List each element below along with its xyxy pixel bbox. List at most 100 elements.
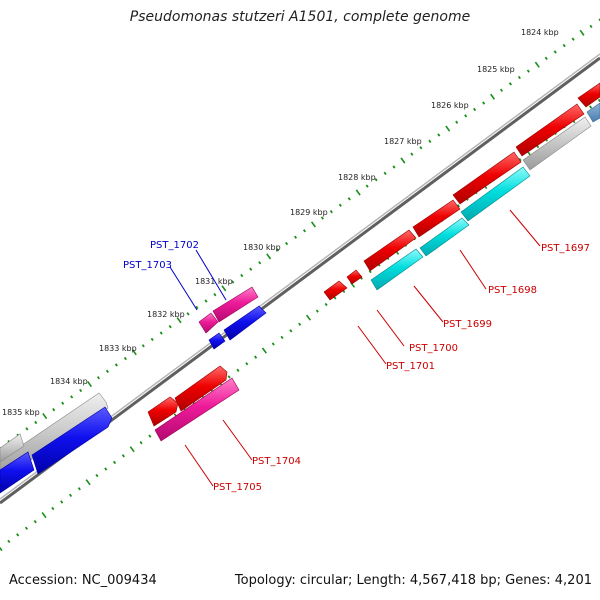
inner-ruler-tick	[60, 500, 64, 504]
ruler-label-1835: 1835 kbp	[2, 408, 40, 417]
outer-ruler-tick	[410, 152, 414, 156]
inner-ruler-tick	[51, 506, 55, 511]
gene-label-pst-1705[interactable]: PST_1705	[213, 482, 262, 493]
outer-ruler-tick	[131, 349, 137, 356]
inner-ruler-tick	[85, 479, 91, 486]
outer-ruler-tick	[589, 24, 593, 29]
outer-ruler-tick	[87, 381, 93, 388]
outer-ruler-tick	[141, 344, 145, 348]
ruler-label-1831: 1831 kbp	[195, 277, 233, 286]
inner-ruler-tick	[280, 335, 284, 340]
gene-label-pst-1698[interactable]: PST_1698	[488, 285, 537, 296]
inner-ruler-tick	[236, 368, 240, 372]
gene-pst-1702-b[interactable]	[212, 286, 259, 323]
gene-gray-inner-right[interactable]	[522, 116, 592, 171]
ruler-label-1825: 1825 kbp	[477, 65, 515, 74]
gene-pst-1700[interactable]	[346, 269, 363, 285]
outer-ruler-tick	[168, 324, 172, 329]
gene-label-pst-1700[interactable]: PST_1700	[409, 343, 458, 354]
gene-pst-1697-cyan[interactable]	[460, 166, 531, 222]
inner-ruler-tick	[305, 314, 312, 321]
inner-ruler-tick	[129, 446, 135, 453]
inner-ruler-tick	[16, 533, 20, 537]
gene-pst-1704-a[interactable]	[147, 396, 179, 427]
inner-ruler-tick	[324, 302, 328, 307]
inner-ruler-tick	[271, 342, 275, 346]
outer-ruler-tick	[258, 261, 262, 265]
outer-ruler-tick	[562, 43, 566, 48]
ruler-label-1826: 1826 kbp	[431, 101, 469, 110]
outer-ruler-tick	[61, 401, 65, 405]
gene-label-pst-1701[interactable]: PST_1701	[386, 361, 435, 372]
inner-ruler-tick	[298, 322, 302, 326]
gene-blue-left-2[interactable]	[0, 451, 35, 494]
outer-ruler-tick	[473, 107, 477, 112]
ruler-label-1828: 1828 kbp	[338, 173, 376, 182]
outer-ruler-tick	[508, 82, 513, 86]
gene-label-pst-1703[interactable]: PST_1703	[123, 260, 172, 271]
gene-pst-1704-b[interactable]	[174, 365, 228, 412]
outer-ruler-tick	[302, 229, 307, 233]
inner-ruler-tick	[7, 539, 11, 544]
accession-text: Accession: NC_009434	[9, 573, 157, 588]
outer-ruler-tick	[598, 18, 600, 22]
outer-ruler-tick	[195, 305, 199, 310]
outer-ruler-tick	[517, 75, 521, 80]
inner-ruler-tick	[139, 441, 143, 445]
inner-ruler-tick	[315, 309, 319, 313]
outer-ruler-tick	[240, 273, 244, 278]
gene-red-upper-1[interactable]	[515, 103, 585, 157]
gene-pst-1703-b[interactable]	[223, 305, 267, 341]
gene-pst-1702-a[interactable]	[198, 312, 219, 334]
inner-ruler-tick	[289, 329, 293, 333]
gene-pst-1703-a[interactable]	[208, 332, 226, 350]
ruler-label-1824: 1824 kbp	[521, 28, 559, 37]
ruler-label-1834: 1834 kbp	[50, 377, 88, 386]
inner-ruler-tick	[518, 158, 522, 162]
outer-ruler-tick	[490, 93, 496, 100]
outer-ruler-tick	[428, 139, 432, 144]
outer-ruler-tick	[579, 29, 585, 36]
outer-ruler-tick	[52, 407, 56, 412]
gene-pst-1698-cyan[interactable]	[370, 248, 424, 291]
inner-ruler-tick	[24, 526, 29, 530]
gene-gray-outer-left-2[interactable]	[0, 433, 25, 463]
gene-features	[0, 82, 600, 494]
outer-ruler-tick	[249, 267, 253, 271]
outer-ruler-tick	[186, 312, 190, 316]
gene-pst-1705[interactable]	[154, 377, 240, 442]
ruler-label-1827: 1827 kbp	[384, 137, 422, 146]
gene-label-pst-1697[interactable]: PST_1697	[541, 243, 590, 254]
outer-ruler-tick	[25, 427, 29, 431]
label-leaders	[169, 209, 541, 487]
gene-labels: PST_1697 PST_1698 PST_1699 PST_1700 PST_…	[123, 240, 590, 493]
outer-ruler-tick	[365, 184, 369, 188]
outer-ruler-tick	[445, 125, 451, 132]
outer-ruler-tick	[329, 209, 333, 214]
gene-pst-1699[interactable]	[363, 229, 417, 272]
genome-info-text: Topology: circular; Length: 4,567,418 bp…	[234, 573, 592, 588]
gene-blue-left[interactable]	[31, 406, 113, 475]
gene-pst-1698-cyan-b[interactable]	[419, 217, 470, 257]
outer-ruler-tick	[221, 285, 227, 292]
gene-steel-right[interactable]	[586, 102, 600, 123]
gene-pst-1697-red[interactable]	[452, 151, 522, 205]
outer-ruler-tick	[276, 248, 280, 252]
gene-pst-1698-red[interactable]	[412, 199, 461, 238]
inner-ruler-tick	[148, 434, 152, 438]
ruler-label-1829: 1829 kbp	[290, 208, 328, 217]
gene-pst-1701[interactable]	[323, 280, 348, 301]
ruler-label-1833: 1833 kbp	[99, 344, 137, 353]
inner-ruler-tick	[33, 520, 37, 524]
inner-ruler-tick	[245, 362, 249, 366]
outer-ruler-tick	[400, 157, 406, 164]
inner-ruler-tick	[227, 375, 231, 379]
gene-label-pst-1704[interactable]: PST_1704	[252, 456, 301, 467]
gene-red-upper-2[interactable]	[577, 82, 600, 108]
gene-label-pst-1702[interactable]: PST_1702	[150, 240, 199, 251]
inner-ruler-tick	[112, 460, 117, 465]
outer-ruler-tick	[231, 280, 235, 284]
gene-label-pst-1699[interactable]: PST_1699	[443, 319, 492, 330]
outer-ruler-tick	[34, 420, 38, 425]
